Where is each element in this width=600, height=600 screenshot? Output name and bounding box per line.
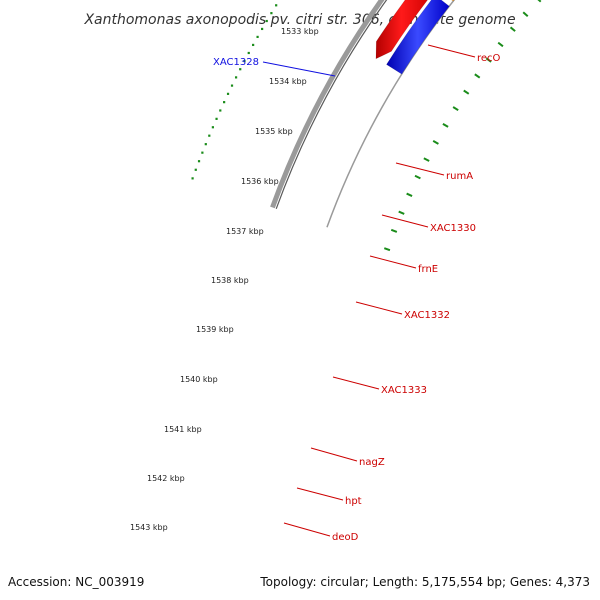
leader-line-reco — [427, 44, 476, 58]
leader-line-ruma — [395, 162, 445, 176]
feature-track — [375, 0, 460, 75]
leader-line-frne — [369, 255, 417, 269]
minor-tick — [485, 57, 492, 63]
gene-label-reco[interactable]: recO — [477, 53, 501, 64]
minor-tick — [398, 210, 405, 215]
scale-dot — [239, 68, 242, 71]
tick-label: 1539 kbp — [196, 325, 234, 334]
cog-block[interactable] — [439, 0, 460, 2]
scale-dot — [194, 168, 197, 171]
tick-labels: 1533 kbp 1534 kbp 1535 kbp 1536 kbp 1537… — [130, 27, 319, 532]
gene-label-deod[interactable]: deoD — [332, 532, 359, 543]
backbone-outer — [270, 0, 385, 209]
minor-tick — [463, 89, 470, 95]
gene-label-xac1328[interactable]: XAC1328 — [213, 57, 259, 68]
leader-line-xac1333 — [332, 376, 380, 390]
leader-line-deod — [283, 522, 331, 537]
minor-tick — [452, 106, 459, 112]
leader-line-hpt — [296, 487, 344, 501]
backbone-inner — [326, 0, 456, 228]
scale-dot — [201, 151, 204, 154]
leader-line-xac1330 — [381, 214, 429, 228]
leader-line-nagz — [310, 447, 358, 462]
summary-text: Topology: circular; Length: 5,175,554 bp… — [259, 575, 590, 589]
scale-dot — [234, 76, 238, 79]
minor-tick — [442, 122, 449, 128]
scale-dot — [204, 143, 207, 146]
minor-tick — [423, 157, 430, 162]
minor-tick — [383, 247, 391, 252]
minor-tick — [474, 73, 481, 79]
scale-dot — [261, 27, 264, 31]
gene-label-ruma[interactable]: rumA — [446, 171, 473, 182]
tick-label: 1542 kbp — [147, 474, 185, 483]
scale-dot — [211, 126, 214, 129]
gene-label-hpt[interactable]: hpt — [345, 496, 362, 507]
genome-backbone — [270, 0, 456, 228]
minor-tick — [390, 228, 398, 233]
accession-text: Accession: NC_003919 — [8, 575, 144, 589]
tick-label: 1543 kbp — [130, 523, 168, 532]
cog-block[interactable] — [386, 0, 450, 75]
tick-label: 1538 kbp — [211, 276, 249, 285]
scale-dot — [219, 109, 222, 112]
cds-arrow[interactable] — [375, 0, 433, 60]
scale-dot — [270, 12, 273, 15]
scale-dot — [275, 4, 278, 7]
scale-dot — [191, 177, 194, 180]
gene-label-nagz[interactable]: nagZ — [359, 457, 385, 468]
minor-tick — [414, 174, 421, 180]
scale-dot — [247, 51, 250, 55]
scale-dot — [223, 101, 226, 104]
tick-label: 1536 kbp — [241, 177, 279, 186]
minor-tick — [497, 41, 504, 48]
tick-label: 1534 kbp — [269, 77, 307, 86]
backbone-edge — [275, 0, 388, 210]
map-title: Xanthomonas axonopodis pv. citri str. 30… — [83, 12, 515, 28]
scale-dot — [243, 59, 246, 63]
leader-line-xac1328 — [262, 61, 336, 77]
gene-label-xac1330[interactable]: XAC1330 — [430, 223, 476, 234]
scale-dot — [256, 35, 259, 39]
gene-leader-lines — [262, 44, 476, 537]
leader-line-xac1332 — [355, 301, 403, 315]
minor-tick — [432, 140, 439, 145]
tick-label: 1541 kbp — [164, 425, 202, 434]
scale-dot — [215, 117, 218, 120]
minor-tick — [537, 0, 542, 3]
minor-tick — [509, 26, 516, 32]
scale-dot — [197, 160, 201, 163]
scale-dot — [226, 92, 230, 95]
minor-tick — [406, 192, 413, 197]
footer-backdrop-left — [6, 572, 154, 590]
gene-labels: XAC1328 recO rumA XAC1330 frnE XAC1332 X… — [213, 53, 501, 543]
minor-tick — [522, 11, 529, 17]
scale-dot — [265, 19, 268, 23]
footer-backdrop-right — [258, 572, 594, 590]
scale-dot — [208, 134, 211, 137]
scale-dot — [252, 43, 255, 47]
tick-label: 1537 kbp — [226, 227, 264, 236]
tick-label: 1533 kbp — [281, 27, 319, 36]
gene-label-frne[interactable]: frnE — [418, 264, 438, 275]
tick-label: 1535 kbp — [255, 127, 293, 136]
gene-label-xac1332[interactable]: XAC1332 — [404, 310, 450, 321]
scale-dot — [230, 84, 234, 87]
tick-label: 1540 kbp — [180, 375, 218, 384]
scale-ring — [191, 0, 542, 252]
gene-label-xac1333[interactable]: XAC1333 — [381, 385, 427, 396]
